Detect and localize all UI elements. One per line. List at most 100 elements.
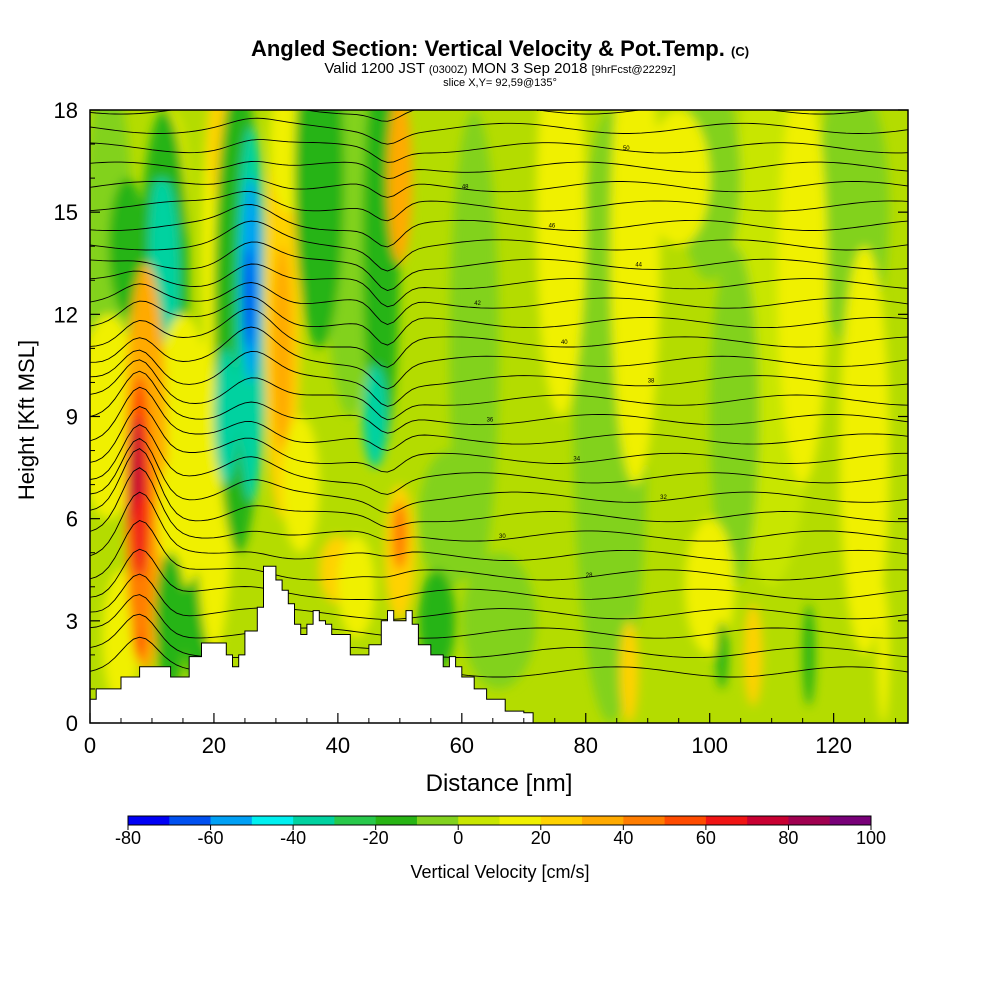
- theta-contour: [90, 437, 908, 514]
- colorbar-tick-label: 60: [696, 828, 716, 848]
- theta-contour: [90, 491, 908, 561]
- theta-contour: [90, 117, 908, 145]
- theta-contour: [90, 548, 908, 601]
- theta-contour: [90, 448, 908, 528]
- theta-contour: [90, 370, 908, 434]
- theta-contour: [90, 308, 908, 368]
- colorbar-swatch: [128, 816, 170, 825]
- velocity-cell: [610, 110, 661, 485]
- colorbar-swatch: [664, 816, 707, 825]
- velocity-cell: [647, 110, 710, 247]
- vertical-velocity-field: 28 30 32 34 36 38 40 42 44 46 48 50 52: [90, 107, 908, 723]
- colorbar-tick-label: 40: [613, 828, 633, 848]
- y-axis-label: Height [Kft MSL]: [14, 340, 39, 500]
- y-tick-label: 3: [66, 609, 78, 634]
- y-tick-label: 9: [66, 405, 78, 430]
- theta-contour-label: 46: [549, 223, 556, 229]
- colorbar-swatch: [210, 816, 253, 825]
- velocity-cell: [743, 603, 763, 706]
- colorbar-tick-label: 0: [453, 828, 463, 848]
- velocity-cell: [418, 450, 481, 587]
- theta-contour-label: 48: [462, 185, 469, 191]
- theta-contour: [90, 386, 908, 451]
- velocity-cell: [684, 518, 735, 655]
- theta-contour-label: 42: [474, 301, 481, 307]
- theta-contour: [90, 220, 908, 272]
- theta-contour: [90, 263, 908, 308]
- velocity-cell: [392, 501, 408, 570]
- velocity-cell: [709, 246, 760, 587]
- terrain-mask: [90, 565, 534, 723]
- x-tick-label: 20: [202, 733, 226, 758]
- x-tick-label: 80: [574, 733, 598, 758]
- colorbar-swatch: [540, 816, 583, 825]
- velocity-cell: [387, 110, 413, 264]
- colorbar-frame: [127, 815, 872, 826]
- velocity-cell: [242, 246, 254, 349]
- theta-contour: [90, 359, 908, 421]
- x-axis-label: Distance [nm]: [426, 770, 573, 797]
- velocity-cell: [461, 552, 537, 689]
- theta-contour: [90, 241, 908, 291]
- theta-contour-label: 50: [623, 146, 630, 152]
- theta-contour: [90, 424, 908, 495]
- forecast-info: [9hrFcst@2229z]: [591, 64, 676, 76]
- theta-contour: [90, 573, 908, 620]
- y-tick-label: 12: [54, 302, 78, 327]
- colorbar-tick-label: -60: [198, 828, 224, 848]
- colorbar-swatch: [416, 816, 459, 825]
- colorbar-swatch: [169, 816, 212, 825]
- theta-contour: [90, 178, 908, 198]
- velocity-cell: [272, 246, 293, 451]
- theta-contour-label: 34: [573, 456, 580, 462]
- x-axis: 0 20 40 60 80 100 120: [84, 713, 897, 758]
- chart-title: Angled Section: Vertical Velocity & Pot.…: [0, 36, 1000, 62]
- velocity-cell: [282, 416, 320, 553]
- x-tick-label: 120: [815, 733, 852, 758]
- colorbar-swatch: [458, 816, 500, 825]
- slice-info: slice X,Y= 92,59@135°: [443, 77, 557, 89]
- valid-time-utc: (0300Z): [428, 64, 468, 76]
- colorbar-swatch: [293, 816, 335, 825]
- valid-date: MON 3 Sep 2018: [471, 60, 588, 77]
- theta-contour: [90, 282, 908, 325]
- velocity-cell: [108, 178, 146, 315]
- velocity-cell: [213, 348, 239, 485]
- colorbar-swatch: [788, 816, 831, 825]
- velocity-cell: [619, 620, 639, 723]
- theta-contour-label: 32: [660, 495, 667, 501]
- velocity-cell: [536, 110, 586, 417]
- colorbar-swatch: [251, 816, 294, 825]
- theta-contour-label: 52: [536, 107, 543, 113]
- theta-contour-label: 30: [499, 534, 506, 540]
- y-tick-label: 15: [54, 200, 78, 225]
- theta-contour: [90, 190, 908, 222]
- colorbar-swatch: [829, 816, 872, 825]
- velocity-cell: [802, 603, 816, 706]
- colorbar-tick-label: -20: [363, 828, 389, 848]
- colorbar-tick-label: -40: [280, 828, 306, 848]
- theta-contour: [90, 519, 908, 581]
- velocity-cell: [715, 620, 729, 689]
- theta-contour-label: 38: [648, 379, 655, 385]
- chart-title-unit: (C): [731, 44, 750, 59]
- theta-contour: [90, 405, 908, 473]
- colorbar-swatch: [747, 816, 789, 825]
- colorbar-swatch: [499, 816, 542, 825]
- colorbar-swatch: [582, 816, 624, 825]
- colorbar: -80 -60 -40 -20 0 20 40 60 80 100: [115, 815, 886, 848]
- velocity-cell: [877, 586, 890, 723]
- velocity-cell: [294, 110, 345, 349]
- theta-contour-label: 44: [635, 262, 642, 268]
- theta-contour: [90, 160, 908, 180]
- y-tick-label: 6: [66, 507, 78, 532]
- x-tick-label: 0: [84, 733, 96, 758]
- velocity-cell: [777, 110, 828, 485]
- colorbar-tick-label: 20: [531, 828, 551, 848]
- y-tick-label: 18: [54, 98, 78, 123]
- theta-contour: [90, 139, 908, 163]
- x-tick-label: 40: [326, 733, 350, 758]
- colorbar-tick-label: 80: [778, 828, 798, 848]
